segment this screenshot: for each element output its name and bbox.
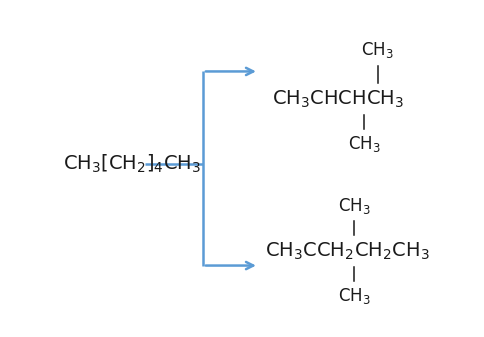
- Text: CH$_3$: CH$_3$: [361, 40, 393, 60]
- Text: CH$_3$CHCHCH$_3$: CH$_3$CHCHCH$_3$: [271, 88, 403, 110]
- Text: CH$_3$: CH$_3$: [348, 134, 380, 154]
- Text: CH$_3$CCH$_2$CH$_2$CH$_3$: CH$_3$CCH$_2$CH$_2$CH$_3$: [264, 240, 429, 262]
- Text: CH$_3$: CH$_3$: [337, 286, 370, 306]
- Text: CH$_3$[CH$_2$]$_4$CH$_3$: CH$_3$[CH$_2$]$_4$CH$_3$: [63, 153, 201, 175]
- Text: CH$_3$: CH$_3$: [337, 196, 370, 216]
